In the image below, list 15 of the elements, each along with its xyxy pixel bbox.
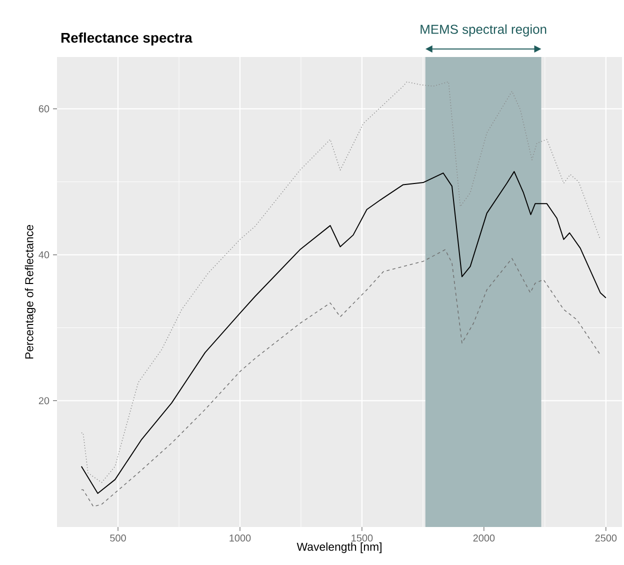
line-series <box>81 81 601 483</box>
y-tick-label: 20 <box>38 397 50 404</box>
y-tick-label: 40 <box>38 251 50 258</box>
line-series <box>80 171 606 494</box>
x-tick-label: 1500 <box>352 534 373 542</box>
line-series <box>81 249 601 507</box>
x-tick-label: 500 <box>110 534 126 542</box>
chart-title: Reflectance spectra <box>61 32 192 46</box>
x-tick-label: 1000 <box>230 534 251 542</box>
y-tick-label: 60 <box>38 105 50 112</box>
x-tick-label: 2000 <box>473 534 495 542</box>
y-axis-title: Percentage of Reflectance <box>24 225 36 359</box>
x-axis-title: Wavelength [nm] <box>296 542 382 554</box>
band-label: MEMS spectral region <box>420 24 546 36</box>
x-tick-label: 2500 <box>595 534 617 542</box>
